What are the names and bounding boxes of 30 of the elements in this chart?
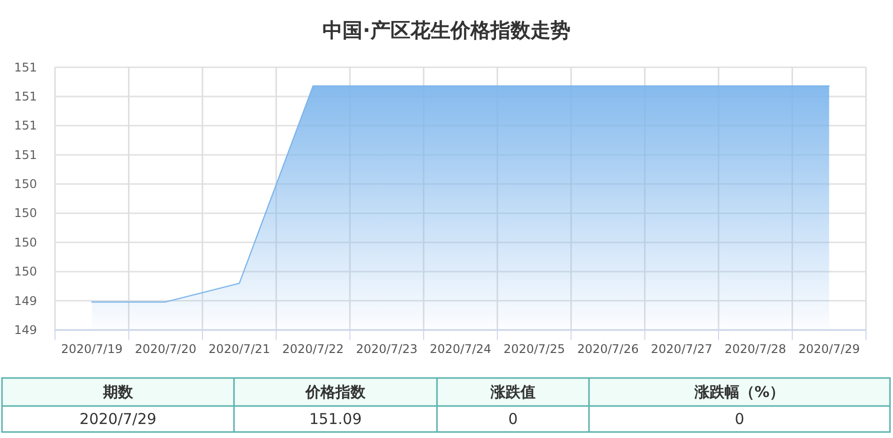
y-tick-label: 149	[14, 294, 37, 308]
x-tick-label: 2020/7/21	[208, 342, 270, 356]
x-tick-label: 2020/7/24	[430, 342, 492, 356]
y-tick-label: 149	[14, 323, 37, 337]
table-header: 期数	[103, 383, 133, 401]
table-cell: 0	[508, 410, 518, 428]
x-tick-label: 2020/7/29	[798, 342, 860, 356]
table-cell: 2020/7/29	[80, 410, 156, 428]
x-tick-label: 2020/7/26	[577, 342, 639, 356]
table-cell: 0	[734, 410, 744, 428]
table-cell: 151.09	[309, 410, 362, 428]
y-tick-label: 150	[14, 177, 37, 192]
x-tick-label: 2020/7/25	[503, 342, 565, 356]
table-header: 涨跌值	[490, 383, 536, 401]
y-tick-label: 150	[14, 264, 37, 279]
table-header: 涨跌幅（%）	[694, 383, 785, 401]
y-tick-label: 150	[14, 235, 37, 250]
x-tick-label: 2020/7/19	[61, 342, 123, 356]
x-tick-label: 2020/7/28	[724, 342, 786, 356]
chart-title: 中国·产区花生价格指数走势	[322, 18, 570, 42]
y-tick-label: 151	[14, 89, 37, 104]
y-tick-label: 151	[14, 60, 37, 74]
x-tick-label: 2020/7/27	[650, 342, 712, 356]
x-tick-label: 2020/7/20	[134, 342, 196, 356]
table-header: 价格指数	[306, 383, 366, 401]
y-tick-label: 151	[14, 118, 37, 133]
y-tick-label: 151	[14, 148, 37, 162]
x-tick-label: 2020/7/23	[356, 342, 418, 356]
y-tick-label: 150	[14, 206, 37, 220]
x-tick-label: 2020/7/22	[282, 342, 344, 356]
